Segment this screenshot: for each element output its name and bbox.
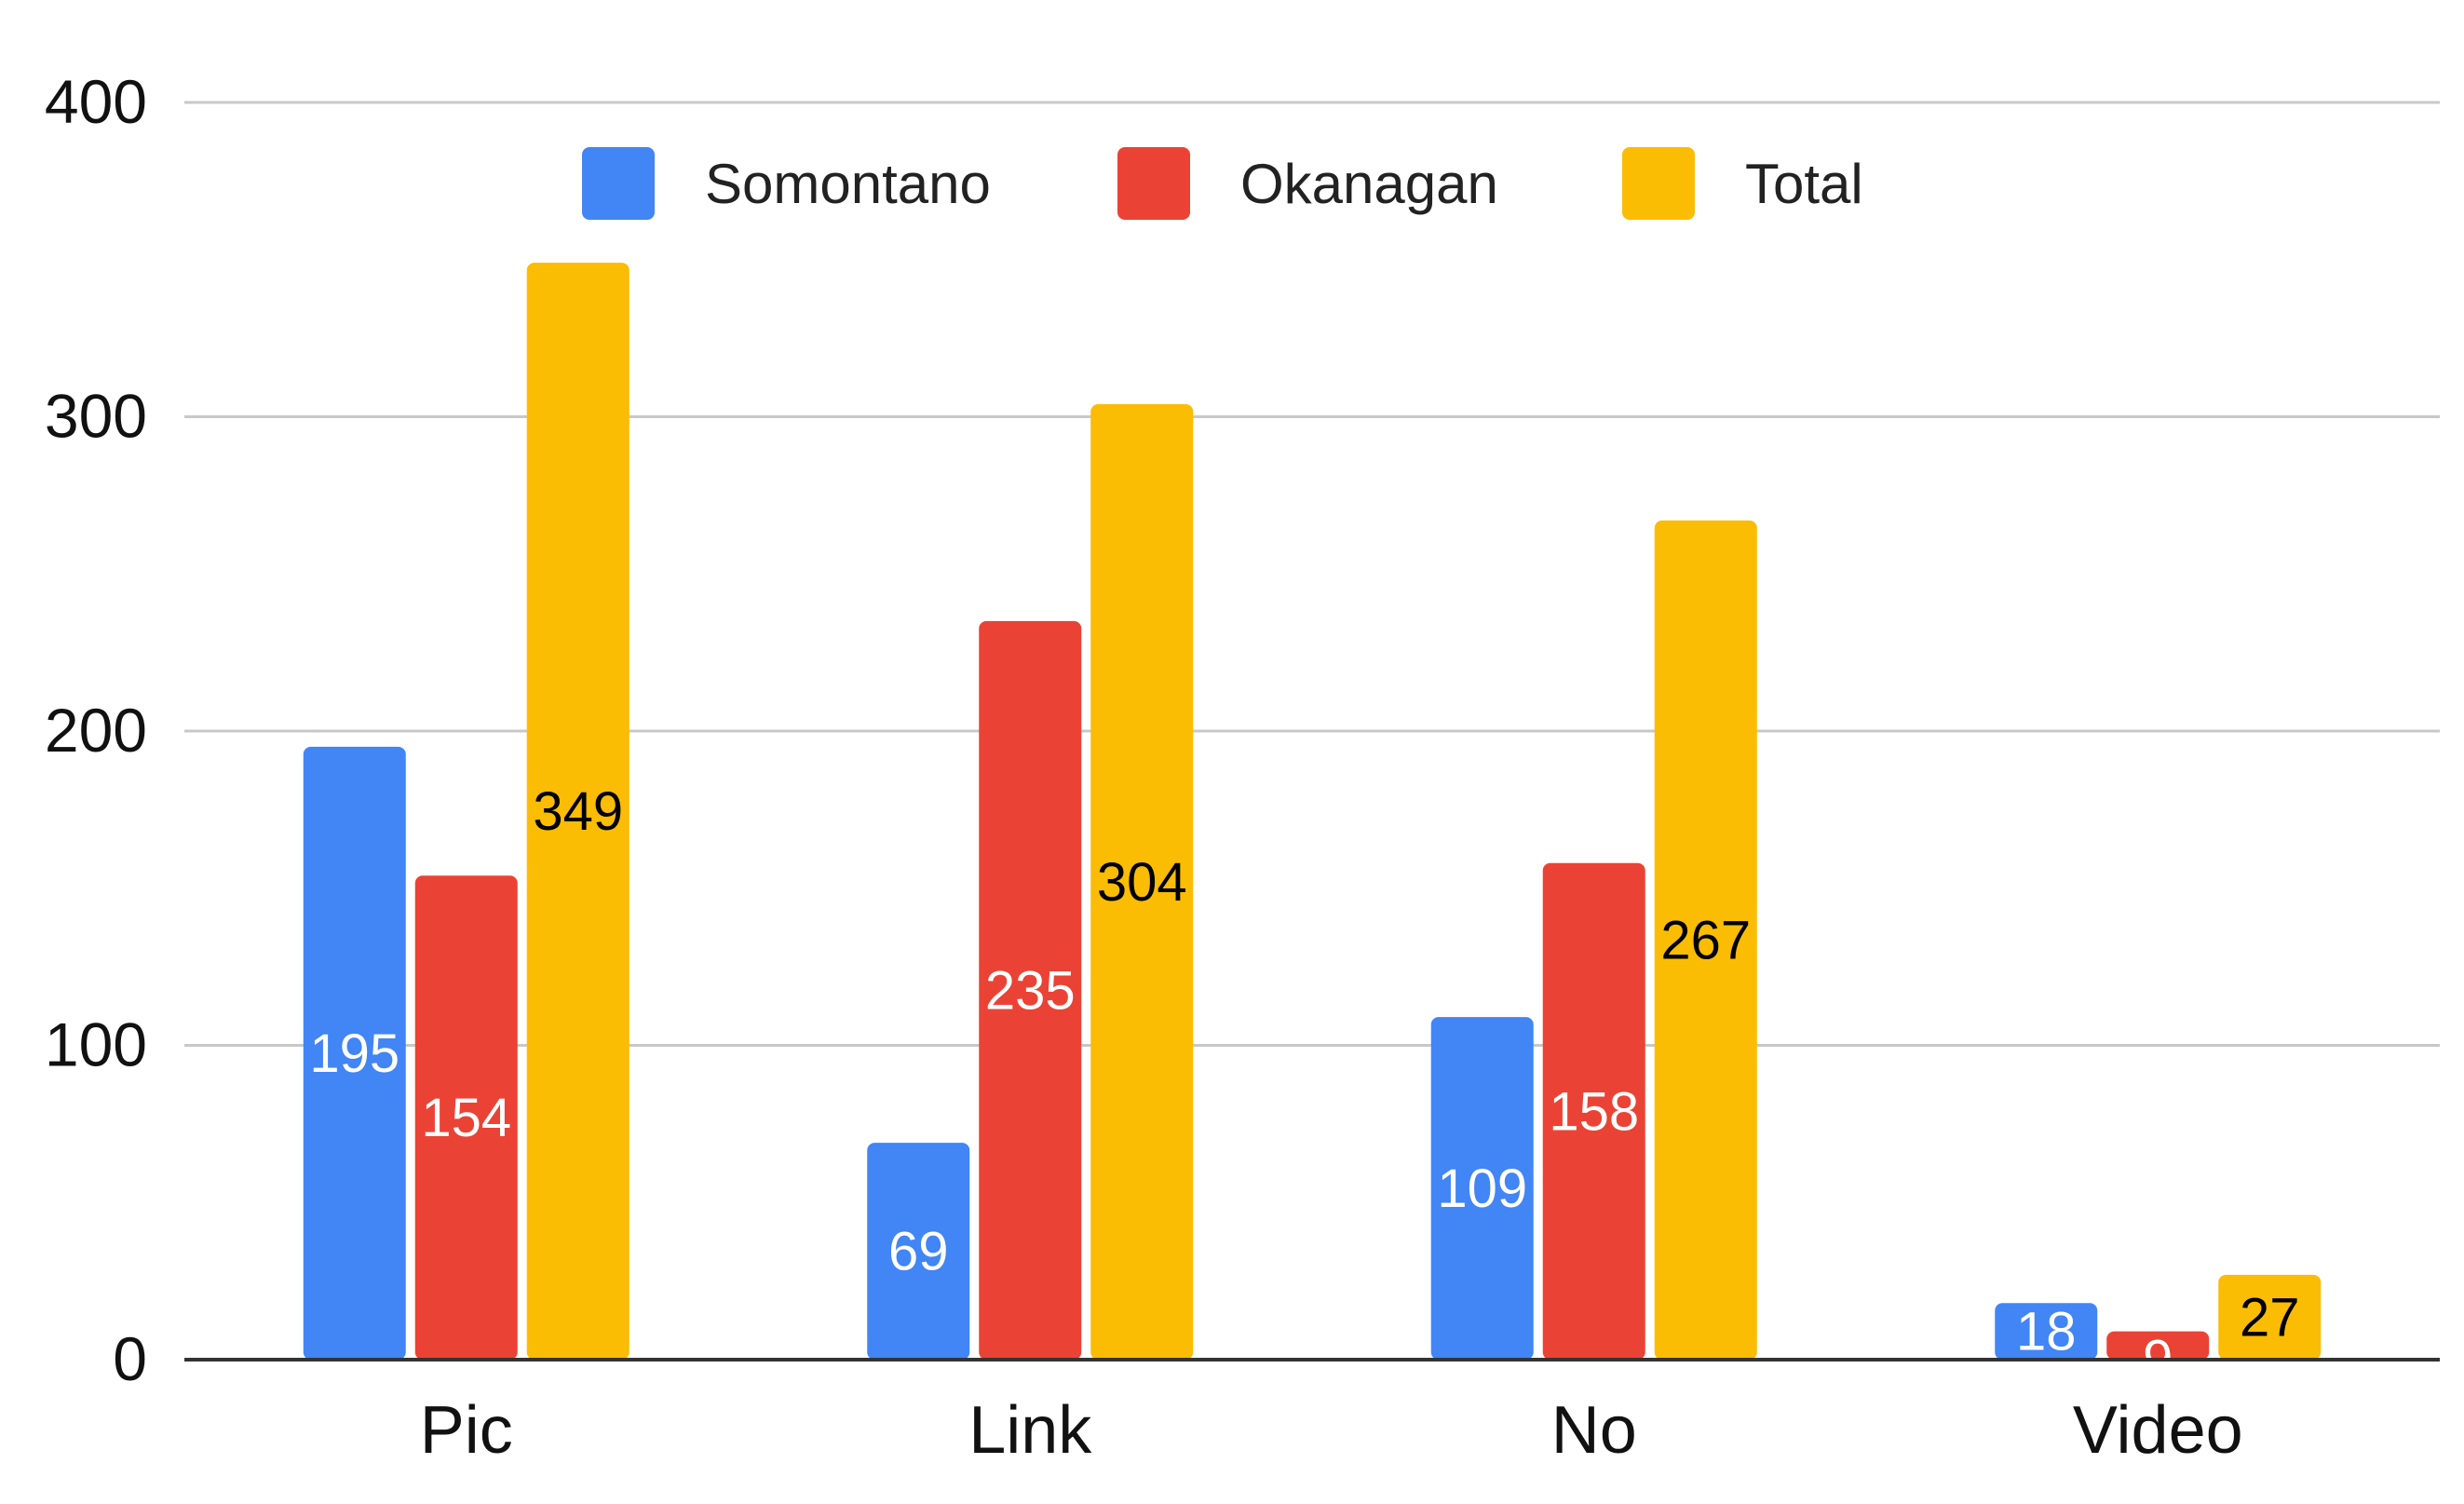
bar-total-video: [2218, 1274, 2322, 1360]
y-tick-label: 100: [45, 1010, 147, 1079]
bar-somontano-pic: [303, 746, 406, 1360]
bar-somontano-no: [1430, 1017, 1534, 1360]
data-label-somontano-pic: 195: [309, 1023, 399, 1084]
x-tick-label: Video: [2073, 1393, 2243, 1468]
bar-okanagan-video: [2106, 1331, 2210, 1360]
data-label-somontano-video: 18: [2016, 1301, 2077, 1362]
y-tick-label: 200: [45, 696, 147, 765]
legend-label-okanagan: Okanagan: [1240, 153, 1498, 215]
x-axis: Pic Link No Video: [184, 1358, 2440, 1468]
data-label-total-link: 304: [1097, 852, 1187, 913]
x-tick-label: No: [1551, 1393, 1637, 1468]
legend-swatch-okanagan: [1117, 147, 1190, 220]
data-label-somontano-no: 109: [1437, 1158, 1527, 1219]
x-tick-label: Link: [968, 1393, 1092, 1468]
data-label-total-video: 27: [2240, 1287, 2300, 1348]
bars: [303, 263, 2322, 1360]
bar-somontano-link: [867, 1143, 970, 1360]
bar-total-pic: [526, 263, 630, 1360]
bar-okanagan-link: [979, 620, 1082, 1360]
data-label-okanagan-no: 158: [1549, 1081, 1639, 1142]
legend: Somontano Okanagan Total: [582, 147, 1863, 220]
bar-total-link: [1090, 404, 1194, 1360]
bar-somontano-video: [1995, 1303, 2098, 1360]
y-axis: 0 100 200 300 400: [45, 67, 147, 1393]
x-tick-label: Pic: [420, 1393, 513, 1468]
bar-total-no: [1654, 520, 1757, 1360]
y-tick-label: 400: [45, 67, 147, 136]
gridlines: [184, 101, 2440, 1047]
legend-swatch-total: [1622, 147, 1695, 220]
legend-swatch-somontano: [582, 147, 655, 220]
bar-okanagan-pic: [414, 875, 518, 1360]
bar-okanagan-no: [1542, 862, 1645, 1360]
data-label-total-no: 267: [1660, 910, 1751, 970]
data-label-okanagan-pic: 154: [421, 1088, 511, 1148]
y-tick-label: 300: [45, 382, 147, 451]
data-label-total-pic: 349: [533, 781, 623, 842]
legend-label-total: Total: [1745, 153, 1863, 215]
y-tick-label: 0: [113, 1324, 147, 1393]
data-label-somontano-link: 69: [888, 1222, 949, 1282]
data-label-okanagan-link: 235: [985, 960, 1076, 1021]
legend-label-somontano: Somontano: [705, 153, 991, 215]
